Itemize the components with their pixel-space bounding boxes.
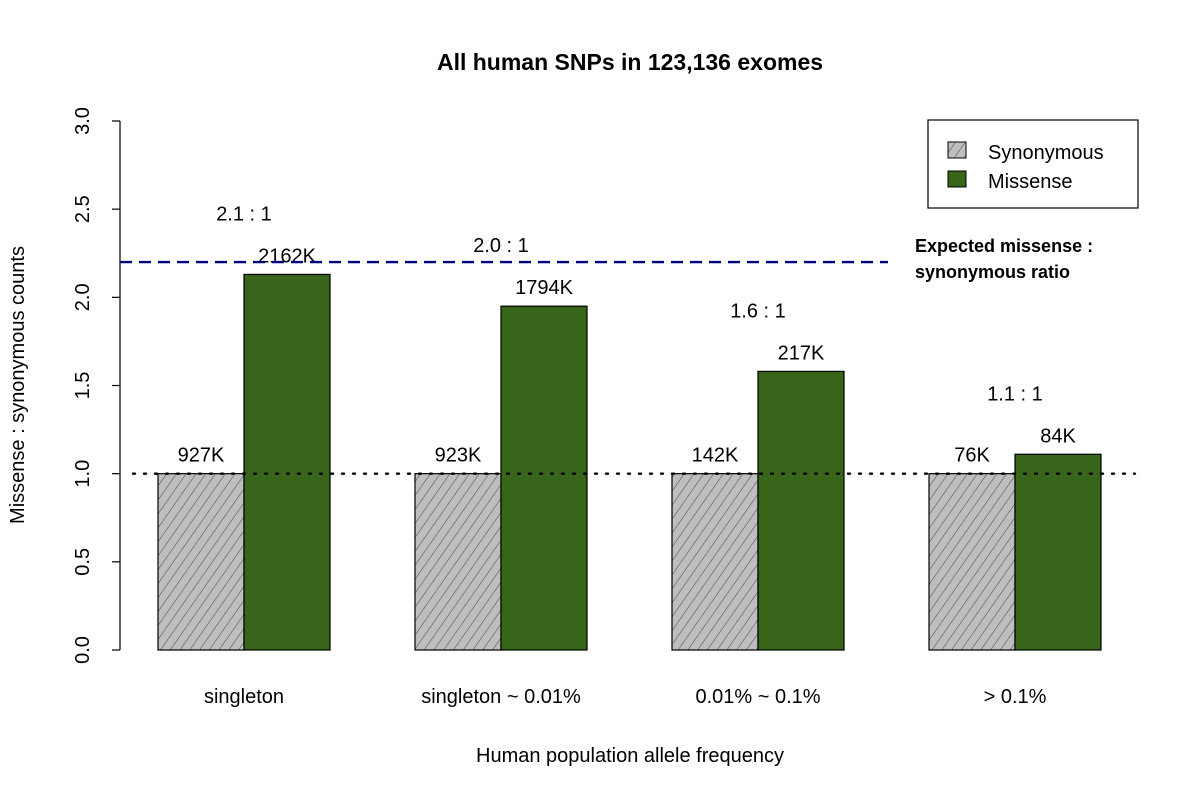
category-label: singleton	[204, 686, 284, 708]
ratio-label: 2.0 : 1	[473, 235, 529, 257]
y-tick-label: 2.5	[72, 195, 94, 223]
bar-synonymous	[928, 473, 1016, 651]
legend-label-synonymous: Synonymous	[988, 142, 1104, 164]
category-label: > 0.1%	[984, 686, 1047, 708]
ratio-label: 1.6 : 1	[730, 300, 786, 322]
expected-ratio-label-line1: Expected missense :	[915, 236, 1093, 256]
y-tick-label: 2.0	[72, 283, 94, 311]
chart-title: All human SNPs in 123,136 exomes	[437, 49, 823, 75]
bar-missense	[757, 370, 845, 651]
legend-box	[927, 119, 1139, 209]
y-tick-label: 0.5	[72, 548, 94, 576]
y-tick-label: 1.0	[72, 460, 94, 488]
count-label: 142K	[692, 445, 739, 467]
count-label: 217K	[778, 342, 825, 364]
count-label: 927K	[178, 445, 225, 467]
y-tick-label: 0.0	[72, 636, 94, 664]
count-label: 76K	[954, 445, 990, 467]
y-tick-label: 1.5	[72, 372, 94, 400]
legend-label-missense: Missense	[988, 171, 1072, 193]
category-label: singleton ~ 0.01%	[421, 686, 581, 708]
count-label: 84K	[1040, 425, 1076, 447]
category-label: 0.01% ~ 0.1%	[695, 686, 820, 708]
count-label: 2162K	[258, 245, 316, 267]
legend-swatch-synonymous	[947, 141, 967, 159]
bar-missense	[1014, 453, 1102, 651]
ratio-label: 1.1 : 1	[987, 383, 1043, 405]
bar-synonymous	[671, 473, 759, 651]
bar-synonymous	[414, 473, 502, 651]
x-axis-label: Human population allele frequency	[476, 745, 784, 767]
y-axis-label: Missense : synonymous counts	[7, 246, 29, 524]
y-tick-label: 3.0	[72, 107, 94, 135]
bar-missense	[500, 305, 588, 651]
count-label: 1794K	[515, 277, 573, 299]
count-label: 923K	[435, 445, 482, 467]
bar-missense	[243, 273, 331, 651]
legend: Synonymous Missense	[927, 119, 1139, 209]
bar-synonymous	[157, 473, 245, 651]
ratio-label: 2.1 : 1	[216, 203, 272, 225]
expected-ratio-label-line2: synonymous ratio	[915, 262, 1070, 282]
legend-swatch-missense	[947, 170, 967, 188]
